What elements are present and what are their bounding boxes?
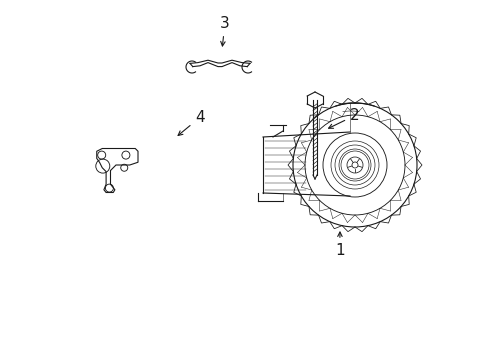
Text: 4: 4 [178,110,204,135]
Text: 2: 2 [328,108,359,128]
Text: 3: 3 [220,16,229,46]
Text: 1: 1 [334,232,344,258]
